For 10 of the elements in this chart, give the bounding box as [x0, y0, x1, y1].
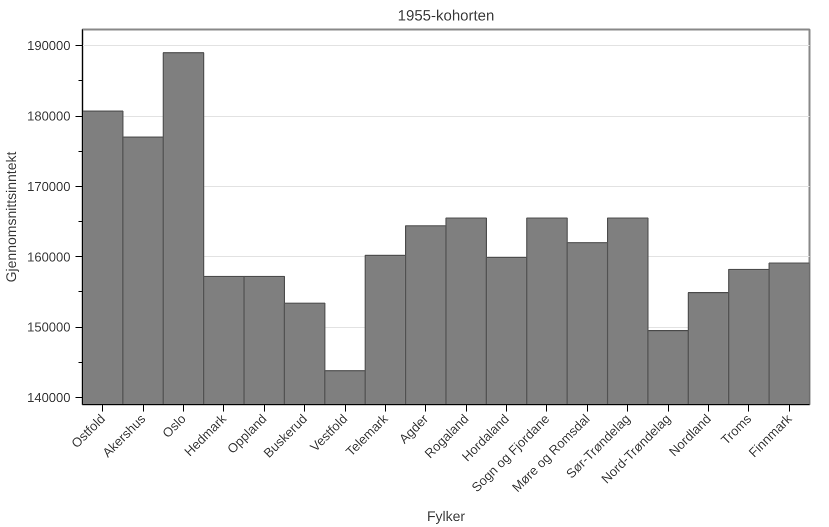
y-tick-label: 160000: [27, 249, 71, 264]
y-tick-label: 170000: [27, 178, 71, 194]
y-tick-label: 150000: [27, 320, 71, 335]
y-tick-label: 190000: [27, 38, 71, 54]
y-tick-label: 180000: [27, 108, 71, 124]
y-axis-title: Gjennomsnittsinntekt: [3, 152, 20, 282]
x-axis-title: Fylker: [426, 508, 466, 524]
chart-subtitle: 1955-kohorten: [398, 8, 494, 24]
x-tick-label: Oslo: [159, 411, 189, 441]
y-tick-label: 140000: [27, 390, 71, 405]
